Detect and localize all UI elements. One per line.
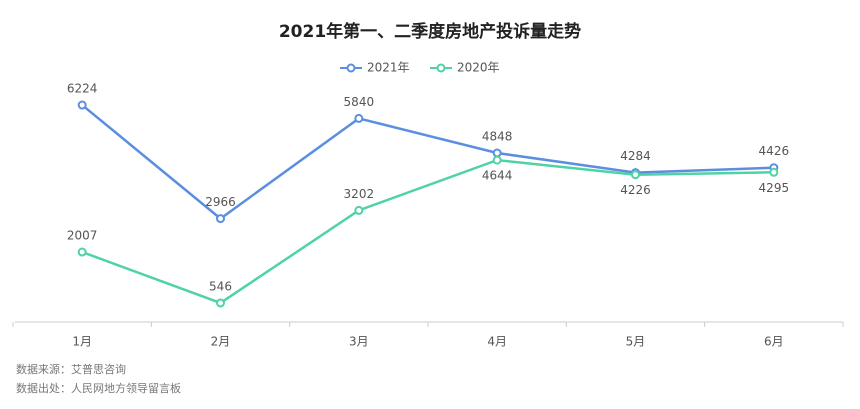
data-point [216, 298, 225, 308]
data-point [354, 113, 364, 123]
data-label: 4426 [759, 144, 790, 158]
data-label: 4284 [620, 149, 651, 163]
data-label: 4295 [759, 181, 790, 195]
data-point [769, 167, 779, 177]
data-label: 6224 [67, 82, 98, 96]
series-line [81, 104, 774, 221]
data-label: 2966 [205, 195, 236, 209]
data-point [77, 100, 87, 110]
x-tick-label: 1月 [72, 335, 92, 349]
data-point [492, 155, 502, 165]
legend-label: 2021年 [367, 61, 410, 75]
x-tick-label: 4月 [487, 335, 507, 349]
source-note: 数据出处：人民网地方领导留言板 [16, 381, 181, 395]
x-tick-label: 6月 [764, 335, 784, 349]
data-label: 546 [209, 279, 232, 293]
source-note: 数据来源：艾普思咨询 [16, 362, 126, 376]
x-tick-label: 5月 [626, 335, 646, 349]
data-label: 4644 [482, 169, 513, 183]
x-tick-label: 2月 [211, 335, 231, 349]
data-label: 3202 [344, 187, 375, 201]
data-point [492, 148, 502, 158]
x-tick-label: 3月 [349, 335, 369, 349]
data-point [77, 247, 87, 257]
data-label: 5840 [344, 95, 375, 109]
legend-label: 2020年 [457, 61, 500, 75]
data-point [354, 205, 364, 215]
data-label: 4226 [620, 183, 651, 197]
data-label: 4848 [482, 130, 513, 144]
series-line [81, 158, 774, 305]
legend-marker [436, 63, 446, 73]
data-label: 2007 [67, 229, 98, 243]
chart-title: 2021年第一、二季度房地产投诉量走势 [279, 21, 581, 42]
data-point [216, 214, 225, 224]
data-point [631, 170, 640, 180]
legend-marker [346, 63, 356, 73]
